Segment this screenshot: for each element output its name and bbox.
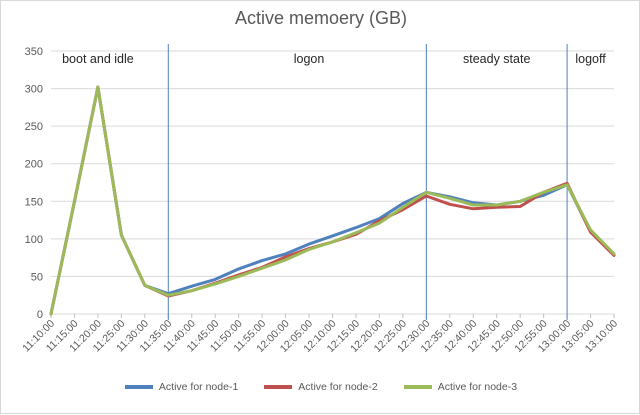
legend-label: Active for node-2 bbox=[298, 381, 378, 393]
y-tick-label: 0 bbox=[37, 309, 43, 321]
y-tick-label: 50 bbox=[31, 271, 43, 283]
legend-item: Active for node-1 bbox=[124, 381, 239, 393]
legend-swatch bbox=[403, 385, 432, 389]
y-tick-label: 200 bbox=[25, 159, 43, 171]
legend: Active for node-1 Active for node-2 Active… bbox=[1, 381, 640, 393]
legend-item: Active for node-3 bbox=[403, 381, 518, 393]
phase-label: steady state bbox=[463, 52, 530, 66]
y-tick-label: 150 bbox=[25, 196, 43, 208]
chart-title: Active memoery (GB) bbox=[234, 8, 408, 28]
y-tick-label: 100 bbox=[25, 234, 43, 246]
legend-swatch bbox=[264, 385, 293, 389]
series-line bbox=[49, 85, 616, 316]
legend-label: Active for node-1 bbox=[158, 381, 239, 393]
legend-item: Active for node-2 bbox=[264, 381, 378, 393]
phase-label: boot and idle bbox=[62, 52, 134, 66]
y-tick-label: 350 bbox=[25, 46, 43, 58]
legend-swatch bbox=[124, 385, 153, 389]
series-line bbox=[49, 85, 616, 316]
phase-label: logon bbox=[294, 52, 325, 66]
y-tick-label: 300 bbox=[25, 84, 43, 96]
phase-label: logoff bbox=[575, 52, 606, 66]
y-tick-label: 250 bbox=[25, 121, 43, 133]
legend-label: Active for node-3 bbox=[437, 381, 518, 393]
